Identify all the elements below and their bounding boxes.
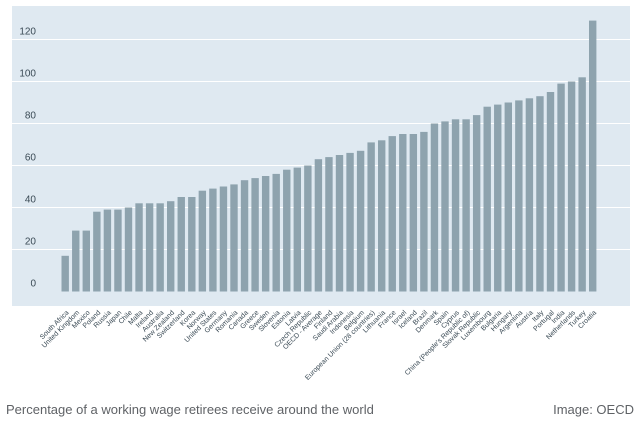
y-tick-label: 100 bbox=[19, 69, 36, 80]
bar bbox=[283, 169, 291, 292]
bar bbox=[114, 209, 122, 292]
bar bbox=[546, 92, 555, 292]
y-tick-label: 120 bbox=[19, 27, 36, 38]
bar bbox=[557, 83, 565, 292]
bar bbox=[167, 201, 175, 292]
bar bbox=[420, 131, 428, 292]
bar bbox=[177, 197, 185, 292]
y-tick-label: 60 bbox=[25, 153, 37, 164]
bars bbox=[61, 20, 597, 292]
y-tick-label: 0 bbox=[30, 279, 36, 290]
bar bbox=[504, 102, 512, 292]
bar bbox=[230, 184, 238, 292]
bar bbox=[314, 159, 323, 292]
bar bbox=[261, 176, 270, 292]
y-tick-label: 40 bbox=[25, 195, 37, 206]
bar bbox=[335, 155, 344, 292]
bar bbox=[356, 150, 365, 292]
y-tick-label: 20 bbox=[25, 237, 37, 248]
bar bbox=[589, 20, 597, 292]
bar bbox=[430, 123, 439, 292]
bar bbox=[462, 119, 470, 292]
y-tick-labels: 0 20 40 60 80 100 120 bbox=[19, 27, 36, 290]
bar bbox=[209, 188, 217, 292]
bar bbox=[124, 207, 133, 292]
bar bbox=[367, 142, 375, 292]
chart-caption: Percentage of a working wage retirees re… bbox=[6, 402, 374, 417]
bar bbox=[399, 134, 407, 292]
bar bbox=[93, 211, 101, 292]
bar bbox=[409, 134, 418, 292]
bar bbox=[103, 209, 112, 292]
bar bbox=[525, 98, 534, 292]
bar bbox=[536, 96, 544, 292]
bar bbox=[388, 136, 396, 292]
bar bbox=[82, 230, 90, 292]
bar bbox=[156, 203, 164, 292]
bar bbox=[346, 152, 354, 292]
bar bbox=[135, 203, 143, 292]
bar bbox=[472, 115, 481, 292]
bar bbox=[240, 180, 249, 292]
image-credit: Image: OECD bbox=[553, 402, 634, 417]
bar bbox=[578, 77, 586, 292]
y-tick-label: 80 bbox=[25, 111, 37, 122]
bar bbox=[378, 140, 386, 292]
bar bbox=[251, 178, 259, 292]
bar bbox=[72, 230, 80, 292]
bar bbox=[494, 104, 502, 292]
bar bbox=[325, 157, 333, 292]
bar bbox=[293, 167, 301, 292]
bar bbox=[304, 165, 312, 292]
bar bbox=[441, 121, 449, 292]
bar bbox=[198, 190, 207, 292]
bar bbox=[61, 255, 69, 292]
bar bbox=[567, 81, 576, 292]
bar bbox=[272, 173, 280, 292]
bar bbox=[188, 197, 196, 292]
bar bbox=[219, 186, 228, 292]
bar bbox=[515, 100, 523, 292]
bar bbox=[451, 119, 460, 292]
bar bbox=[483, 106, 491, 292]
bar bbox=[145, 203, 154, 292]
